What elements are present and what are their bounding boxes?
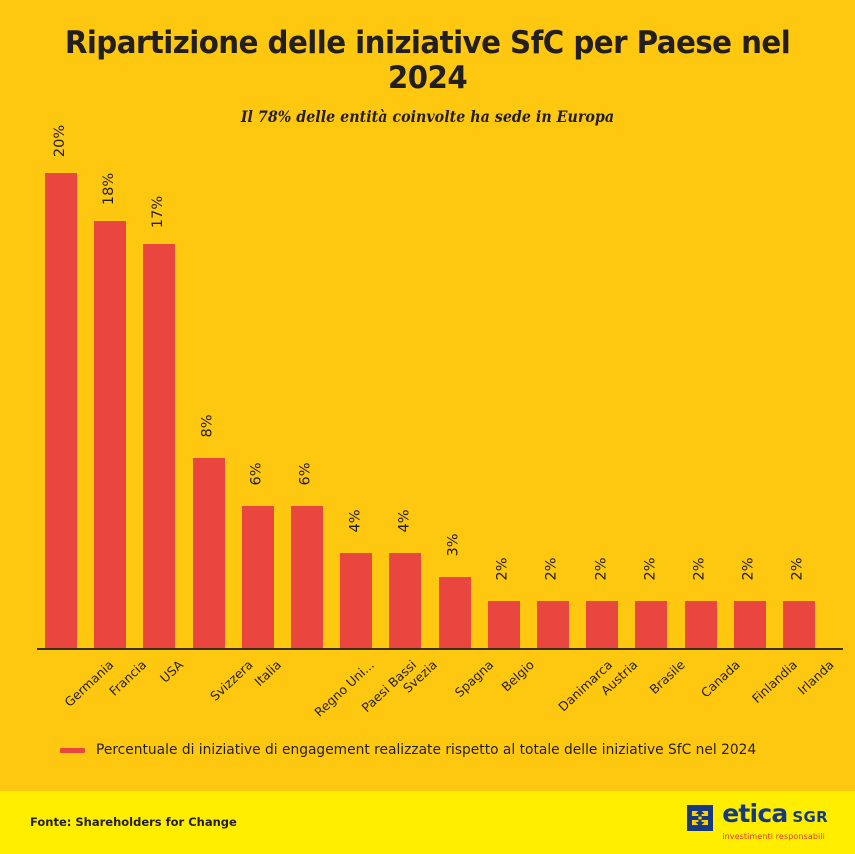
x-axis-tick-label: Irlanda — [783, 656, 837, 698]
x-axis-tick-label: Spagna — [439, 656, 496, 700]
brand-logo: etica SGR investimenti responsabili — [687, 801, 828, 844]
x-axis-tick-text: Irlanda — [794, 657, 837, 698]
bar-value-text: 8% — [199, 414, 216, 438]
legend-swatch-icon — [60, 747, 85, 753]
bar[interactable] — [192, 458, 225, 648]
x-axis-tick-text: Brasile — [646, 657, 689, 697]
bar[interactable] — [143, 244, 176, 648]
footer-bar: Fonte: Shareholders for Change etica — [0, 791, 855, 854]
bar[interactable] — [389, 553, 422, 648]
bar[interactable] — [340, 553, 373, 648]
bar-value-text: 2% — [543, 556, 560, 581]
bar-value-label: 20% — [45, 125, 77, 167]
x-axis-tick-text: USA — [156, 657, 186, 686]
x-axis-tick-label: Francia — [94, 656, 149, 699]
bar[interactable] — [635, 600, 668, 648]
bar-series: 20% 18% 17% 8% 6% 6% 4% 4% 3% 2% 2% 2% 2% 2% 2% 2% — [45, 118, 845, 648]
etica-butterfly-icon — [687, 805, 714, 831]
bar-value-label: 6% — [242, 462, 274, 500]
page-subtitle: Il 78% delle entità coinvolte ha sede in… — [240, 107, 615, 127]
bar-value-text: 2% — [494, 556, 511, 581]
x-axis-line — [37, 648, 843, 650]
brand-wordmark: etica SGR investimenti responsabili — [722, 801, 828, 844]
brand-tagline: investimenti responsabili — [722, 832, 825, 841]
bar-value-label: 4% — [389, 509, 421, 547]
bar-value-text: 17% — [150, 196, 167, 229]
x-axis-tick-label: Germania — [45, 656, 116, 710]
bar-value-label: 18% — [94, 172, 126, 215]
bar-value-label: 2% — [537, 557, 569, 595]
bar-value-label: 2% — [734, 557, 766, 595]
bar-value-text: 4% — [347, 509, 364, 533]
bar[interactable] — [487, 600, 520, 648]
legend-label: Percentuale di iniziative di engagement … — [96, 742, 757, 758]
bar[interactable] — [94, 220, 127, 648]
chart-legend: Percentuale di iniziative di engagement … — [0, 735, 855, 765]
page-title: Ripartizione delle iniziative SfC per Pa… — [64, 25, 791, 96]
source-note: Fonte: Shareholders for Change — [30, 815, 237, 829]
bar[interactable] — [783, 600, 815, 648]
bar-value-text: 2% — [691, 556, 708, 581]
bar-value-text: 18% — [101, 172, 118, 205]
brand-suffix: SGR — [792, 808, 828, 826]
bar[interactable] — [291, 505, 323, 648]
x-axis-tick-label: Danimarca — [537, 656, 615, 714]
x-axis-tick-label: Paesi Bassi — [340, 656, 420, 715]
x-axis-tick-label: Canada — [685, 656, 742, 700]
bar[interactable] — [45, 173, 77, 648]
bar-value-text: 2% — [593, 556, 610, 581]
bar[interactable] — [537, 600, 569, 648]
bar-value-label: 3% — [439, 533, 471, 571]
bar-value-text: 20% — [52, 124, 69, 158]
x-axis-tick-text: Belgio — [498, 657, 537, 695]
bar-value-label: 2% — [488, 557, 520, 595]
x-axis-tick-label: Svizzera — [193, 656, 256, 704]
brand-name-row: etica SGR — [722, 801, 828, 826]
bar-value-label: 2% — [685, 557, 717, 595]
bar-value-text: 6% — [248, 461, 265, 486]
bar-value-text: 4% — [396, 509, 413, 533]
chart-header: Ripartizione delle iniziative SfC per Pa… — [0, 0, 855, 127]
bar[interactable] — [241, 505, 274, 648]
bar[interactable] — [586, 600, 619, 648]
x-axis-tick-label: Italia — [242, 656, 284, 689]
bar-value-text: 2% — [642, 556, 659, 581]
x-axis-tick-label: Belgio — [488, 656, 537, 694]
chart-plot-area: 20% 18% 17% 8% 6% 6% 4% 4% 3% 2% 2% 2% 2% 2% 2% 2% Germ… — [0, 118, 855, 723]
bar[interactable] — [733, 600, 766, 648]
x-axis-tick-text: Italia — [251, 657, 285, 690]
brand-name: etica — [722, 799, 788, 828]
x-axis-tick-label: Finlandia — [734, 656, 800, 706]
x-axis-tick-label: USA — [143, 656, 185, 686]
bar-value-label: 8% — [193, 414, 225, 452]
bar-value-label: 6% — [291, 462, 323, 500]
bar-value-label: 4% — [340, 509, 372, 547]
bar-value-label: 2% — [635, 557, 667, 595]
bar-value-label: 2% — [586, 557, 618, 595]
x-axis-tick-label: Regno Uni... — [291, 656, 377, 720]
x-axis-tick-labels: Germania Francia USA Svizzera Italia Regno Un… — [45, 652, 845, 722]
bar[interactable] — [438, 576, 471, 648]
bar-value-text: 6% — [297, 461, 314, 486]
bar-value-text: 2% — [740, 556, 757, 581]
x-axis-tick-label: Svezia — [389, 656, 440, 696]
bar-value-label: 17% — [143, 196, 175, 238]
bar-value-label: 2% — [783, 557, 815, 595]
x-axis-tick-label: Austria — [586, 656, 641, 698]
bar-value-text: 2% — [789, 556, 806, 581]
bar[interactable] — [684, 600, 717, 648]
x-axis-tick-label: Brasile — [635, 656, 688, 697]
bar-value-text: 3% — [445, 533, 462, 557]
